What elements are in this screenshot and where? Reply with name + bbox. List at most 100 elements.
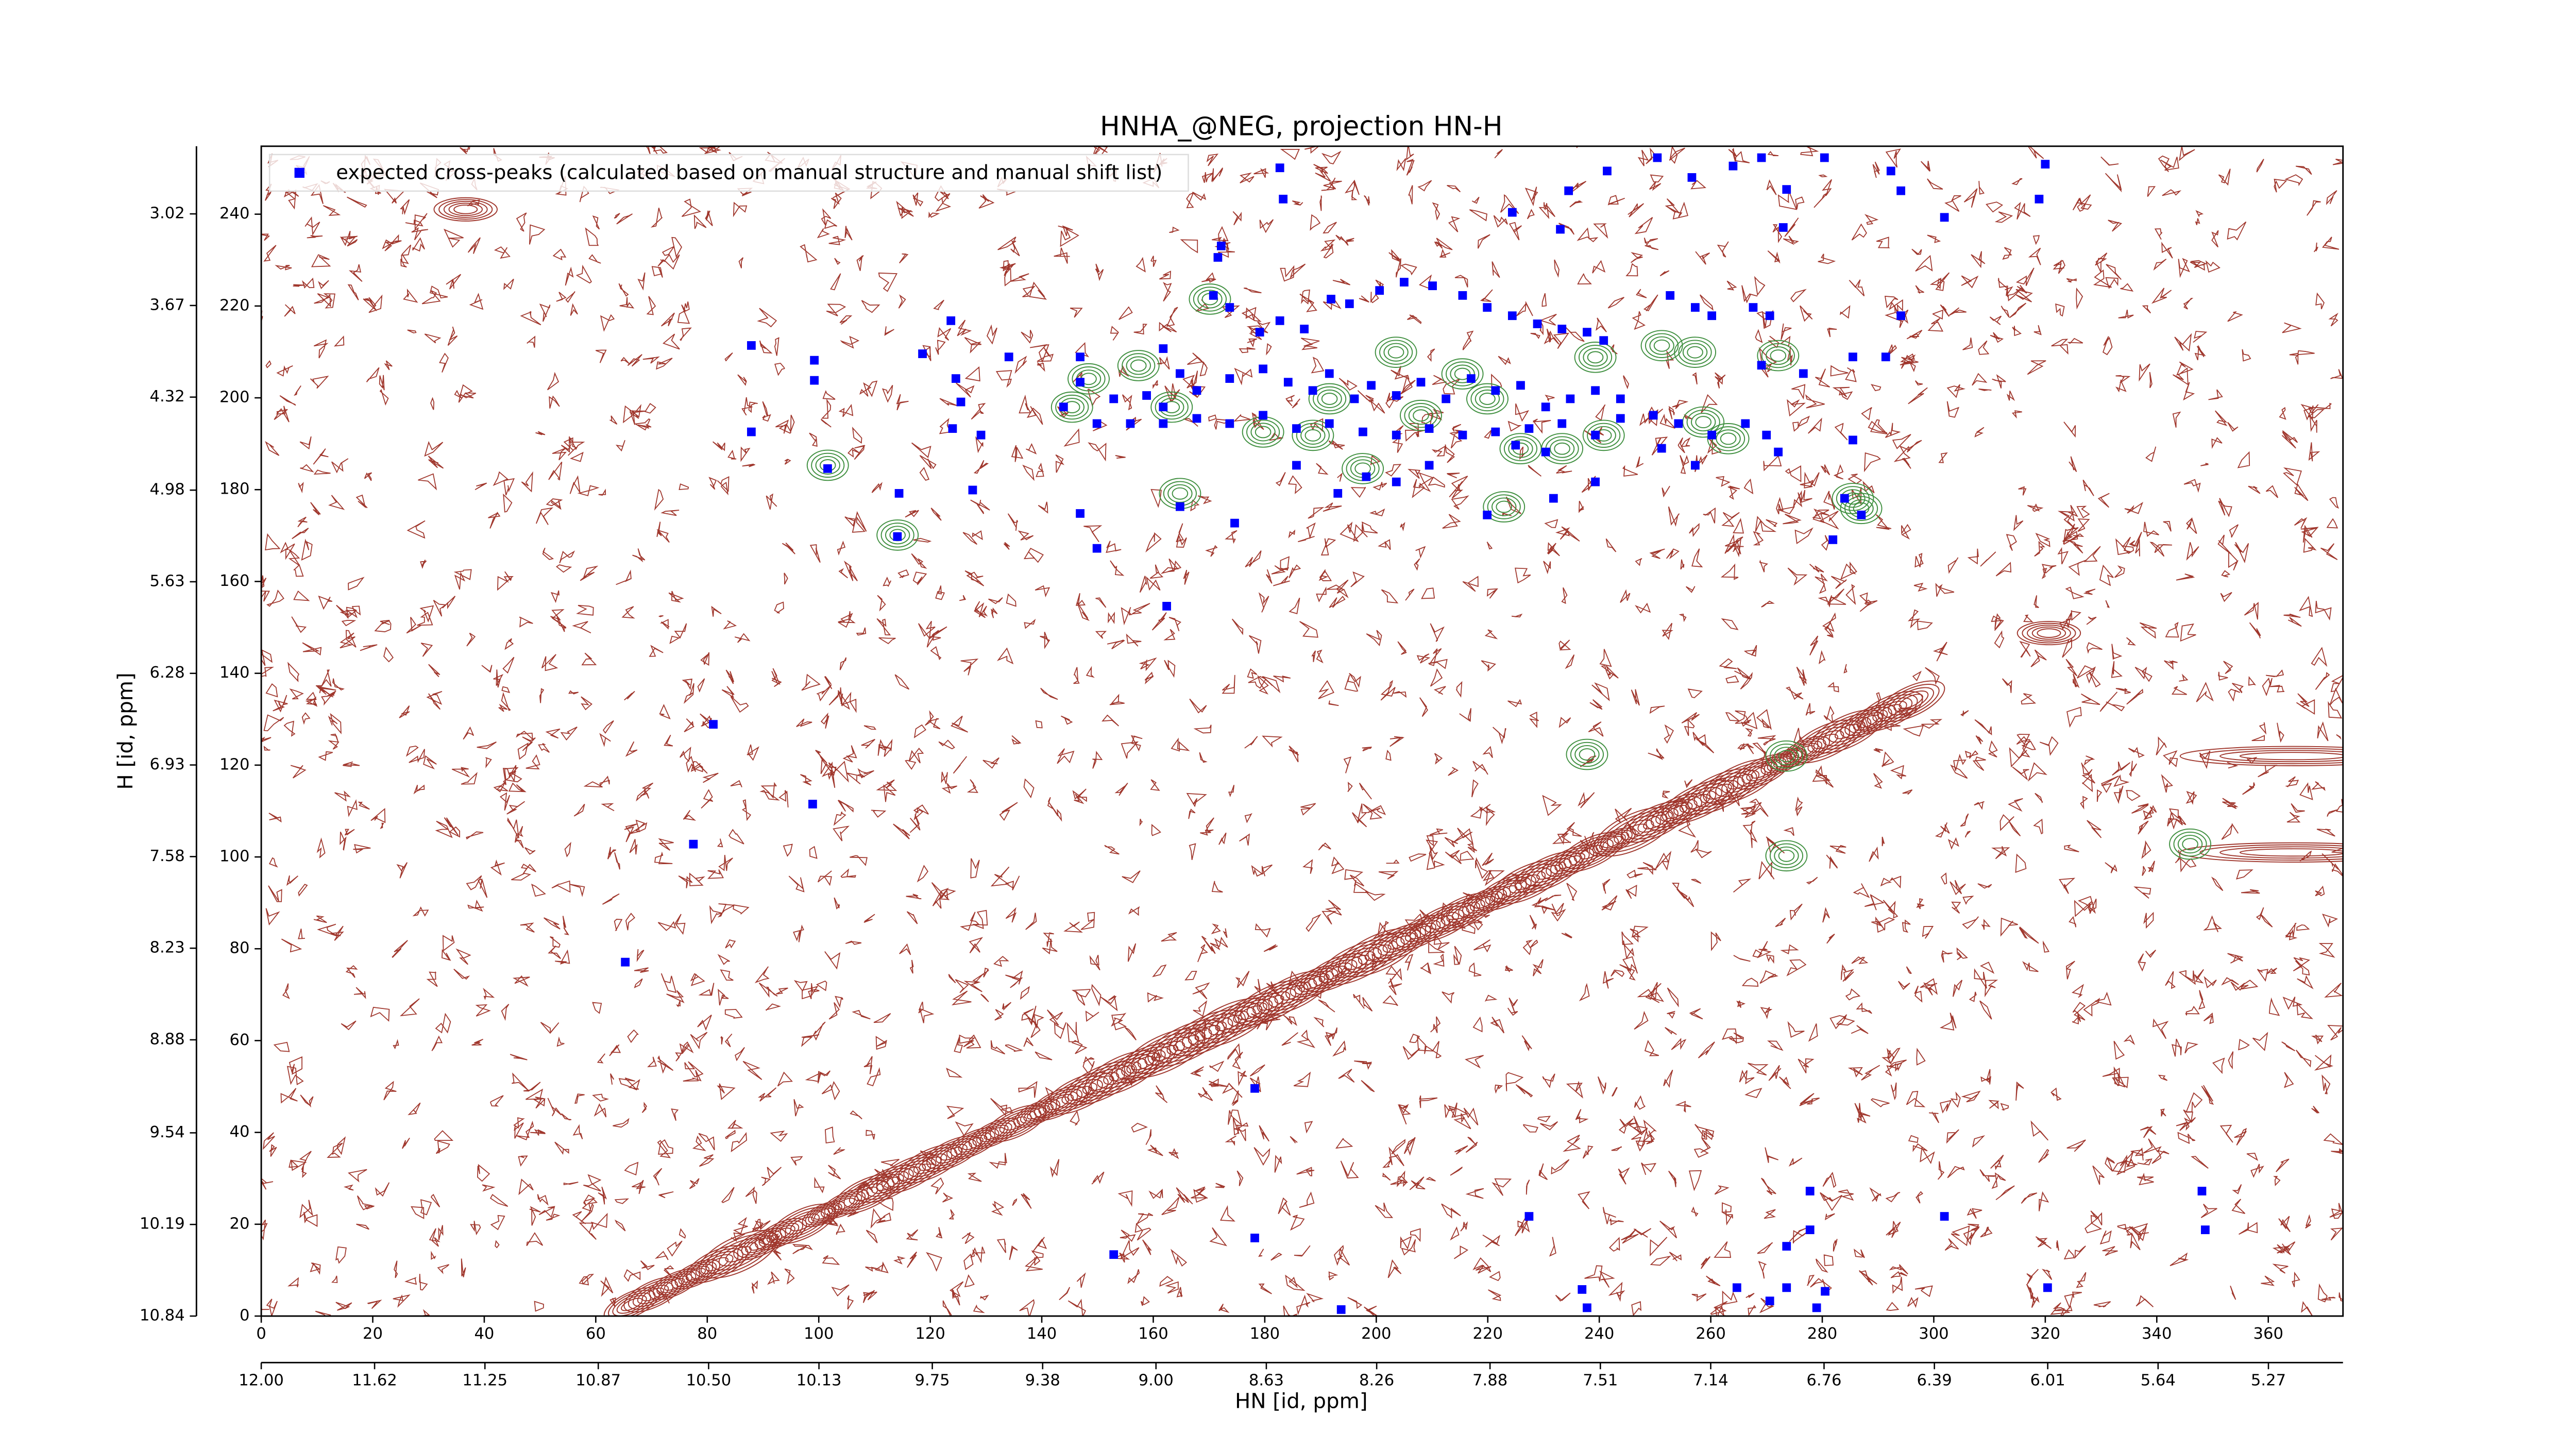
cross-peak-marker (1392, 477, 1401, 486)
cross-peak-marker (1092, 419, 1101, 428)
y-tick-label: 10.84 (140, 1307, 185, 1325)
diagonal-contour (1462, 888, 1507, 916)
diagonal-contour (769, 1203, 836, 1244)
cross-peak-marker (1359, 427, 1367, 436)
positive-contour (1574, 745, 1600, 764)
cross-peak-marker (1336, 1305, 1346, 1314)
diagonal-contour (438, 199, 493, 220)
cross-peak-marker (1458, 291, 1467, 300)
cross-peak-marker (1325, 419, 1334, 428)
positive-contour (1765, 840, 1808, 872)
cross-peak-marker (1216, 241, 1226, 250)
positive-contour (1579, 345, 1613, 370)
diagonal-contour (443, 200, 488, 218)
diagonal-contour (695, 1251, 739, 1277)
diagonal-contour (737, 1230, 783, 1258)
diagonal-contour (1700, 780, 1739, 804)
positive-contour (1774, 846, 1799, 865)
positive-contour (1250, 423, 1276, 442)
diagonal-contour (1693, 776, 1745, 807)
diagonal-contour (1337, 951, 1376, 974)
cross-peak-marker (1557, 419, 1567, 428)
y-tick-label: 80 (230, 939, 250, 957)
cross-peak-marker (1541, 447, 1550, 457)
cross-peak-marker (1425, 424, 1434, 433)
diagonal-contour (1813, 733, 1839, 749)
diagonal-contour (1732, 753, 1791, 790)
diagonal-contour (741, 1233, 778, 1256)
diagonal-contour (940, 1147, 963, 1161)
positive-contour (1446, 361, 1480, 386)
positive-contour (1645, 333, 1679, 358)
diagonal-contour (950, 1130, 995, 1157)
x-tick-label: 320 (2030, 1325, 2060, 1343)
cross-peak-marker (1511, 441, 1520, 450)
cross-peak-marker (808, 800, 817, 808)
diagonal-contour (1109, 1065, 1136, 1082)
cross-peak-marker (1483, 510, 1492, 519)
y-tick-label: 6.93 (150, 755, 185, 773)
cross-peak-marker (1092, 544, 1101, 553)
diagonal-contour (1514, 851, 1583, 894)
positive-contour (1566, 738, 1608, 770)
positive-contour (1844, 496, 1878, 521)
diagonal-contour (1160, 1027, 1212, 1059)
diagonal-contour (1520, 854, 1578, 890)
diagonal-contour (1084, 1050, 1160, 1097)
diagonal-contour (1285, 965, 1343, 1001)
diagonal-contour (1414, 905, 1470, 939)
diagonal-contour (1436, 896, 1490, 929)
cross-peak-marker (2197, 1187, 2207, 1195)
diagonal-contour (774, 1207, 831, 1241)
diagonal-contour (1131, 1056, 1156, 1071)
diagonal-contour (1497, 864, 1558, 901)
diagonal-contour (2179, 746, 2343, 766)
positive-contour (1304, 429, 1321, 442)
diagonal-contour (1637, 811, 1673, 833)
cross-peak-marker (976, 430, 986, 440)
positive-contour (1757, 340, 1800, 372)
diagonal-contour (824, 1191, 866, 1217)
cross-peak-marker (2035, 194, 2044, 204)
cross-peak-marker (1392, 391, 1401, 400)
y-tick-label: 8.23 (150, 939, 185, 957)
diagonal-contour (621, 1298, 643, 1311)
y-tick-label: 4.98 (150, 481, 185, 499)
cross-peak-marker (2201, 1225, 2210, 1235)
cross-peak-marker (1603, 166, 1612, 176)
marks-layer: 0 20 40 60 80 100 120 140 160 180 200 220 240 260 280 3… (140, 153, 2286, 1389)
diagonal-contour (1550, 850, 1590, 874)
positive-contour (2173, 831, 2207, 857)
cross-peak-marker (1757, 361, 1766, 370)
positive-contour (1649, 336, 1674, 355)
cross-peak-marker (1428, 281, 1437, 291)
cross-peak-marker (1109, 394, 1118, 403)
cross-peak-marker (1778, 223, 1788, 232)
y-tick-label: 4.32 (150, 387, 185, 406)
positive-contour (1691, 413, 1716, 432)
cross-peak-marker (1176, 369, 1184, 378)
diagonal-contour (623, 1276, 683, 1313)
cross-peak-marker (1674, 419, 1683, 428)
cross-peak-marker (1762, 430, 1771, 440)
diagonal-contour (1764, 750, 1803, 773)
positive-contour (1189, 283, 1231, 315)
cross-peak-marker (893, 532, 902, 541)
diagonal-contour (1599, 834, 1626, 850)
positive-contour (1483, 491, 1526, 523)
diagonal-contour (1234, 980, 1309, 1026)
diagonal-contour (1252, 991, 1291, 1015)
positive-contour (815, 456, 840, 475)
cross-peak-marker (689, 839, 698, 849)
x-tick-label: 200 (1361, 1325, 1391, 1343)
cross-peak-marker (1483, 303, 1492, 312)
x-tick-label: 7.51 (1583, 1371, 1618, 1389)
y-tick-label: 3.67 (150, 296, 185, 314)
diagonal-contour (1033, 1088, 1083, 1119)
cross-peak-marker (1757, 153, 1766, 162)
x-tick-label: 160 (1138, 1325, 1168, 1343)
y-tick-label: 6.28 (150, 664, 185, 682)
diagonal-contour (1217, 992, 1283, 1033)
cross-peak-marker (1805, 1187, 1815, 1195)
diagonal-contour (1877, 680, 1945, 722)
